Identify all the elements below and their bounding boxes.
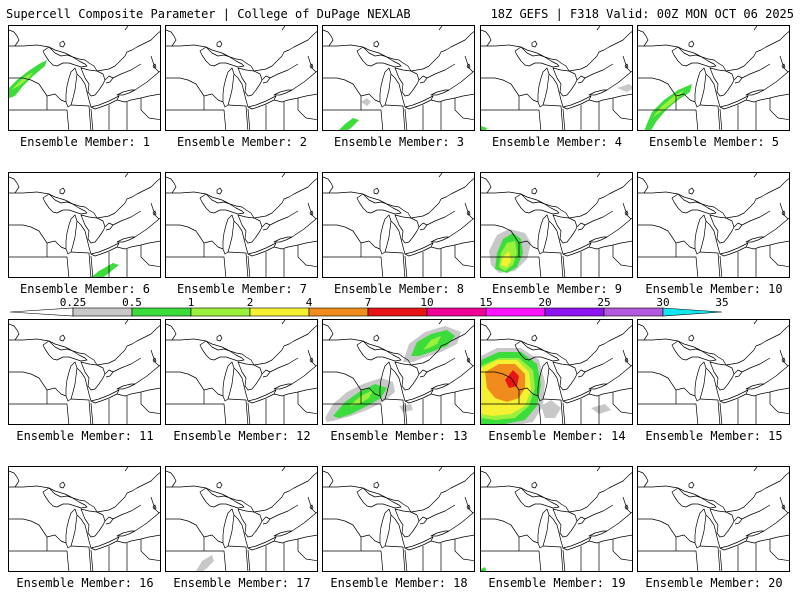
ensemble-member-map: [637, 319, 790, 425]
great-lakes-map: [481, 26, 632, 130]
ensemble-member-label: Ensemble Member: 4: [491, 135, 623, 149]
colorbar-segment: [603, 307, 664, 317]
great-lakes-map: [166, 26, 317, 130]
great-lakes-map: [323, 467, 474, 571]
colorbar-segment: [426, 307, 487, 317]
colorbar-segment: [662, 307, 723, 317]
ensemble-member-label: Ensemble Member: 6: [19, 282, 151, 296]
ensemble-member-label: Ensemble Member: 7: [176, 282, 308, 296]
ensemble-member-map: [480, 25, 633, 131]
colorbar-tick-label: 0.5: [122, 296, 142, 309]
header-title-right: 18Z GEFS | F318 Valid: 00Z MON OCT 06 20…: [490, 7, 794, 21]
great-lakes-map: [481, 320, 632, 424]
ensemble-member-label: Ensemble Member: 19: [488, 576, 626, 590]
colorbar-segment: [72, 307, 133, 317]
ensemble-member-label: Ensemble Member: 13: [330, 429, 468, 443]
colorbar-segment: [249, 307, 310, 317]
ensemble-member-map: [8, 25, 161, 131]
great-lakes-map: [481, 173, 632, 277]
ensemble-member-map: [322, 466, 475, 572]
header-title-left: Supercell Composite Parameter | College …: [6, 7, 411, 21]
colorbar-tick-label: 20: [538, 296, 551, 309]
colorbar-tick-label: 35: [715, 296, 728, 309]
ensemble-member-map: [165, 319, 318, 425]
colorbar-legend: 0.25 0.5 1 2 4 7 10 15 20 25 30 35: [10, 296, 729, 317]
colorbar-tick-label: 25: [597, 296, 610, 309]
colorbar-tick-label: 15: [479, 296, 492, 309]
colorbar-tick-label: 1: [188, 296, 195, 309]
great-lakes-map: [638, 26, 789, 130]
colorbar-tick-label: 7: [365, 296, 372, 309]
ensemble-member-map: [165, 25, 318, 131]
colorbar-tick-label: 30: [656, 296, 669, 309]
great-lakes-map: [638, 320, 789, 424]
ensemble-member-label: Ensemble Member: 17: [173, 576, 311, 590]
ensemble-member-map: [165, 172, 318, 278]
colorbar-left-arrow: [10, 307, 74, 317]
colorbar-segment: [544, 307, 605, 317]
great-lakes-map: [481, 467, 632, 571]
ensemble-member-map: [8, 172, 161, 278]
ensemble-member-map: [637, 172, 790, 278]
ensemble-member-map: [322, 25, 475, 131]
ensemble-member-label: Ensemble Member: 5: [648, 135, 780, 149]
ensemble-member-label: Ensemble Member: 15: [645, 429, 783, 443]
colorbar-segment: [308, 307, 369, 317]
colorbar-segment: [131, 307, 192, 317]
great-lakes-map: [166, 467, 317, 571]
ensemble-member-map: [637, 25, 790, 131]
ensemble-member-map: [480, 466, 633, 572]
colorbar-tick-label: 4: [306, 296, 313, 309]
ensemble-member-label: Ensemble Member: 18: [330, 576, 468, 590]
colorbar-tick-label: 2: [247, 296, 254, 309]
ensemble-member-map: [322, 172, 475, 278]
ensemble-member-map: [8, 466, 161, 572]
ensemble-member-label: Ensemble Member: 16: [16, 576, 154, 590]
ensemble-member-label: Ensemble Member: 8: [333, 282, 465, 296]
ensemble-member-label: Ensemble Member: 12: [173, 429, 311, 443]
ensemble-member-map: [322, 319, 475, 425]
ensemble-member-map: [165, 466, 318, 572]
great-lakes-map: [9, 26, 160, 130]
ensemble-member-label: Ensemble Member: 20: [645, 576, 783, 590]
ensemble-member-label: Ensemble Member: 14: [488, 429, 626, 443]
ensemble-member-label: Ensemble Member: 3: [333, 135, 465, 149]
ensemble-member-label: Ensemble Member: 2: [176, 135, 308, 149]
great-lakes-map: [9, 320, 160, 424]
ensemble-member-label: Ensemble Member: 9: [491, 282, 623, 296]
colorbar-segment: [485, 307, 546, 317]
great-lakes-map: [9, 173, 160, 277]
great-lakes-map: [9, 467, 160, 571]
great-lakes-map: [323, 26, 474, 130]
ensemble-member-map: [637, 466, 790, 572]
great-lakes-map: [166, 320, 317, 424]
great-lakes-map: [323, 173, 474, 277]
colorbar-segment: [190, 307, 251, 317]
ensemble-member-label: Ensemble Member: 10: [645, 282, 783, 296]
ensemble-member-map: [480, 319, 633, 425]
colorbar-tick-label: 0.25: [60, 296, 87, 309]
ensemble-member-map: [480, 172, 633, 278]
ensemble-member-label: Ensemble Member: 11: [16, 429, 154, 443]
colorbar-tick-label: 10: [420, 296, 433, 309]
great-lakes-map: [638, 467, 789, 571]
ensemble-member-label: Ensemble Member: 1: [19, 135, 151, 149]
ensemble-member-map: [8, 319, 161, 425]
colorbar-segment: [367, 307, 428, 317]
great-lakes-map: [323, 320, 474, 424]
great-lakes-map: [638, 173, 789, 277]
great-lakes-map: [166, 173, 317, 277]
